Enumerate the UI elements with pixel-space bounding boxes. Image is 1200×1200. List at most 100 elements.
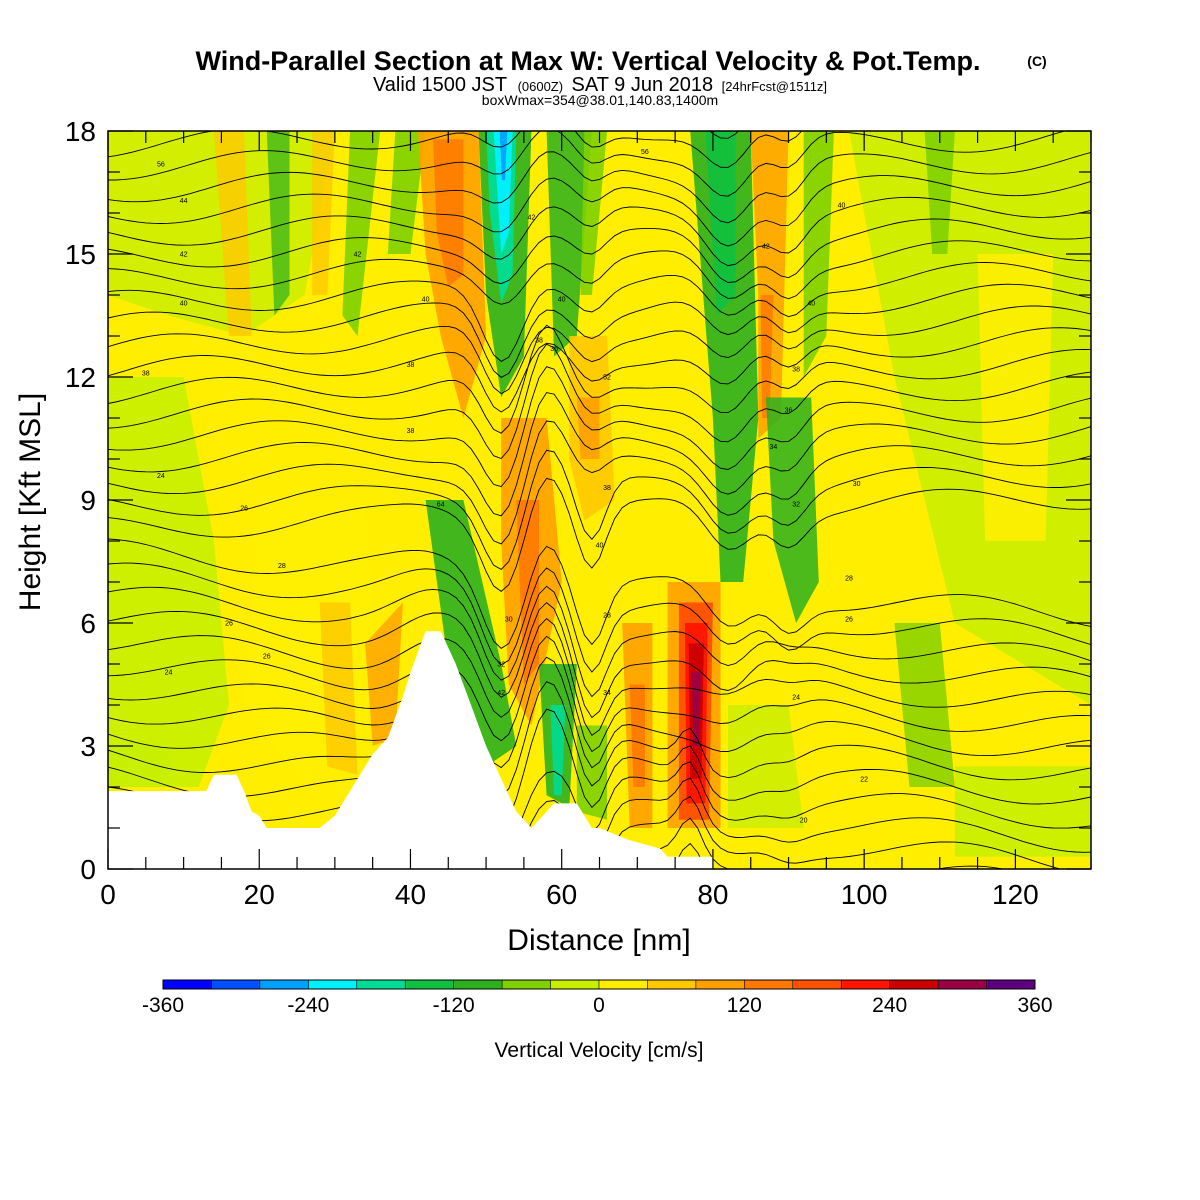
theta-label-text-39: 24 [792, 694, 800, 701]
theta-label-10: 44 [180, 198, 188, 205]
colorbar-label-0: -360 [142, 994, 184, 1017]
theta-label-text-10: 44 [180, 198, 188, 205]
velocity-band-27 [550, 705, 566, 796]
velocity-band-46 [954, 766, 1091, 857]
theta-label-text-19: 52 [603, 375, 611, 382]
y-axis-title: Height [Kft MSL] [14, 393, 47, 611]
theta-label-5: 24 [165, 670, 173, 677]
colorbar-swatch-2 [259, 980, 309, 989]
velocity-band-6 [342, 131, 381, 336]
x-tick-label-120: 120 [992, 879, 1039, 910]
colorbar-swatch-1 [211, 980, 261, 989]
theta-label-text-36: 30 [853, 481, 861, 488]
theta-label-8: 40 [422, 297, 430, 304]
colorbar-swatch-5 [405, 980, 454, 989]
theta-label-text-20: 38 [535, 338, 543, 345]
colorbar-swatch-14 [841, 980, 890, 989]
velocity-band-0 [108, 377, 229, 787]
velocity-band-37 [705, 131, 736, 316]
vertical-velocity-field [108, 131, 1091, 857]
x-tick-label-80: 80 [697, 879, 728, 910]
plot-area [108, 131, 1091, 869]
velocity-band-35 [691, 672, 701, 746]
colorbar-swatch-13 [792, 980, 842, 989]
theta-label-text-21: 56 [641, 149, 649, 156]
theta-label-12: 40 [180, 301, 188, 308]
x-tick-label-60: 60 [546, 879, 577, 910]
velocity-band-16 [493, 131, 513, 254]
velocity-band-24 [425, 500, 517, 767]
theta-contour-18 [108, 366, 1091, 488]
theta-contour-4 [108, 744, 1091, 853]
chart-subtitle-valid: Valid 1500 JST (0600Z) SAT 9 Jun 2018 [2… [373, 74, 827, 96]
theta-contour-17 [108, 392, 1091, 517]
velocity-band-7 [387, 131, 426, 254]
theta-contour-20 [108, 324, 1091, 434]
x-tick-label-100: 100 [841, 879, 888, 910]
theta-label-text-30: 40 [838, 202, 846, 209]
theta-label-text-1: 26 [240, 506, 248, 513]
subtitle-forecast: [24hrFcst@1511z] [722, 79, 827, 94]
colorbar-title: Vertical Velocity [cm/s] [495, 1039, 704, 1062]
theta-contour-7 [108, 656, 1091, 769]
colorbar-swatch-8 [550, 980, 600, 989]
theta-contour-15 [108, 449, 1091, 570]
theta-contour-8 [108, 635, 1091, 753]
theta-label-text-4: 26 [263, 653, 271, 660]
theta-label-29: 42 [762, 243, 770, 250]
velocity-band-23 [576, 397, 600, 459]
colorbar-swatch-6 [453, 980, 503, 989]
theta-contour-11 [108, 585, 1091, 698]
colorbar-swatch-4 [356, 980, 406, 989]
theta-label-16: 36 [550, 346, 558, 353]
theta-label-text-32: 38 [792, 366, 800, 373]
theta-label-text-15: 64 [437, 502, 445, 509]
velocity-band-3 [977, 254, 1054, 541]
theta-label-text-3: 26 [225, 621, 233, 628]
theta-label-text-28: 34 [603, 690, 611, 697]
velocity-band-18 [546, 131, 592, 357]
theta-label-9: 42 [354, 252, 362, 259]
colorbar-swatch-0 [163, 980, 212, 989]
theta-label-text-41: 20 [800, 817, 808, 824]
theta-contour-26 [108, 218, 1091, 285]
x-axis-title: Distance [nm] [507, 924, 690, 957]
theta-label-3: 26 [225, 621, 233, 628]
theta-label-17: 42 [528, 215, 536, 222]
theta-label-text-24: 30 [505, 616, 513, 623]
velocity-band-19 [580, 131, 608, 295]
velocity-band-41 [803, 131, 834, 377]
colorbar-label-2: -120 [433, 994, 475, 1017]
theta-label-31: 40 [807, 301, 815, 308]
theta-contour-22 [108, 305, 1091, 395]
theta-contour-13 [108, 538, 1091, 649]
colorbar-label-1: -240 [287, 994, 329, 1017]
theta-label-27: 28 [603, 612, 611, 619]
colorbar: -360 -240 -120 0 120 240 360 [142, 979, 1053, 1017]
theta-label-text-2: 28 [278, 563, 286, 570]
theta-label-33: 36 [785, 407, 793, 414]
theta-contour-16 [108, 420, 1091, 545]
velocity-band-17 [499, 131, 508, 181]
colorbar-label-5: 240 [872, 994, 907, 1017]
theta-label-2: 28 [278, 563, 286, 570]
velocity-band-45 [108, 746, 169, 787]
colorbar-swatch-12 [744, 980, 794, 989]
velocity-band-40 [765, 397, 819, 623]
theta-contour-12 [108, 562, 1091, 673]
theta-label-23: 40 [596, 543, 604, 550]
velocity-band-8 [213, 131, 252, 336]
colorbar-swatch-10 [647, 980, 697, 989]
theta-contour-29 [108, 151, 1091, 224]
theta-label-6: 38 [407, 428, 415, 435]
y-tick-label-12: 12 [65, 362, 96, 393]
theta-label-text-18: 40 [558, 297, 566, 304]
theta-label-7: 38 [407, 362, 415, 369]
chart-title-mark: (C) [1027, 53, 1046, 69]
theta-label-text-16: 36 [550, 346, 558, 353]
velocity-band-13 [433, 139, 464, 287]
velocity-band-42 [924, 131, 955, 254]
theta-label-text-38: 26 [845, 616, 853, 623]
theta-label-text-5: 24 [165, 670, 173, 677]
velocity-band-9 [312, 131, 335, 295]
